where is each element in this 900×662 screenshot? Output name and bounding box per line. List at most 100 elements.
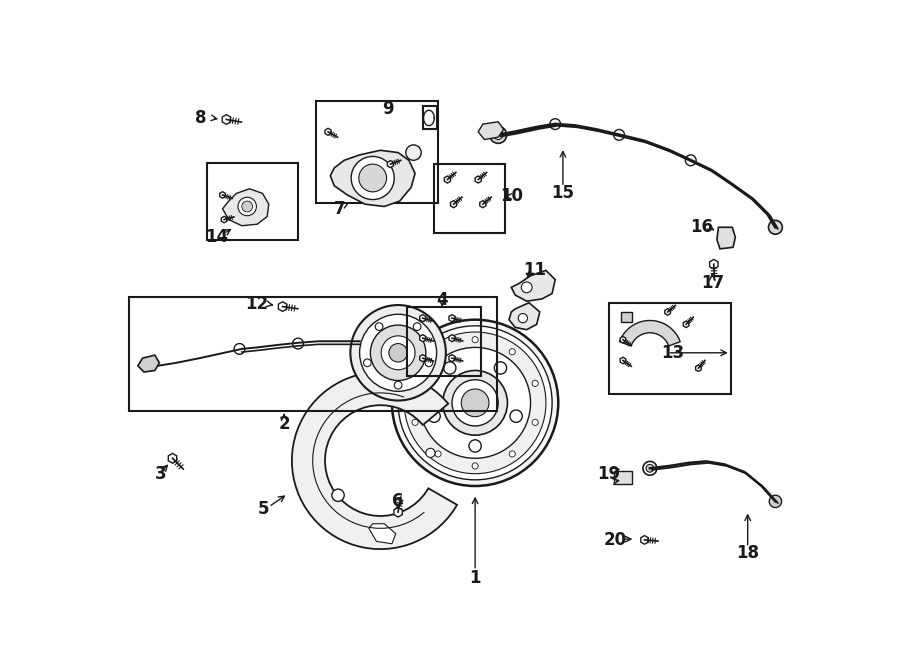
Circle shape xyxy=(404,332,546,474)
Circle shape xyxy=(435,349,441,355)
Circle shape xyxy=(646,465,653,472)
Circle shape xyxy=(350,305,446,401)
Polygon shape xyxy=(451,201,456,208)
Polygon shape xyxy=(475,176,482,183)
Text: 4: 4 xyxy=(436,291,448,309)
Polygon shape xyxy=(619,320,680,346)
Polygon shape xyxy=(509,303,540,330)
Text: 9: 9 xyxy=(382,100,394,118)
Circle shape xyxy=(443,371,508,435)
Polygon shape xyxy=(621,312,632,322)
Text: 20: 20 xyxy=(604,531,626,549)
Bar xyxy=(423,107,436,130)
Polygon shape xyxy=(220,192,225,198)
Circle shape xyxy=(332,489,344,501)
Polygon shape xyxy=(683,321,688,328)
Polygon shape xyxy=(709,260,718,269)
Circle shape xyxy=(419,348,530,458)
Circle shape xyxy=(413,323,421,330)
Polygon shape xyxy=(394,507,402,517)
Circle shape xyxy=(532,380,538,387)
Circle shape xyxy=(510,410,522,422)
Polygon shape xyxy=(138,355,159,372)
Circle shape xyxy=(412,380,418,387)
Text: 5: 5 xyxy=(257,500,269,518)
Polygon shape xyxy=(449,335,455,342)
Circle shape xyxy=(428,410,440,422)
Text: 8: 8 xyxy=(195,109,207,127)
Polygon shape xyxy=(222,189,269,226)
Polygon shape xyxy=(419,355,426,361)
Polygon shape xyxy=(387,161,393,167)
Bar xyxy=(408,307,481,376)
Text: 3: 3 xyxy=(155,465,166,483)
Polygon shape xyxy=(445,176,450,183)
Polygon shape xyxy=(221,216,227,223)
Circle shape xyxy=(392,320,558,486)
Circle shape xyxy=(770,495,781,508)
Polygon shape xyxy=(168,453,176,463)
Polygon shape xyxy=(419,335,426,342)
Circle shape xyxy=(371,325,426,381)
Circle shape xyxy=(494,362,507,374)
Polygon shape xyxy=(325,128,331,135)
Polygon shape xyxy=(620,357,625,363)
Circle shape xyxy=(469,440,482,452)
Text: 12: 12 xyxy=(246,295,269,313)
Polygon shape xyxy=(717,227,735,249)
Circle shape xyxy=(394,381,402,389)
Circle shape xyxy=(444,362,456,374)
Text: 17: 17 xyxy=(701,275,724,293)
Circle shape xyxy=(722,234,729,242)
Text: 14: 14 xyxy=(205,228,229,246)
Circle shape xyxy=(490,126,507,144)
Text: 13: 13 xyxy=(662,344,685,362)
Circle shape xyxy=(426,448,435,457)
Polygon shape xyxy=(419,314,426,322)
Circle shape xyxy=(360,314,436,391)
Text: 11: 11 xyxy=(523,261,546,279)
Circle shape xyxy=(359,164,387,192)
Circle shape xyxy=(351,156,394,199)
Circle shape xyxy=(461,389,489,416)
Bar xyxy=(129,297,497,410)
Circle shape xyxy=(509,349,516,355)
Polygon shape xyxy=(696,365,701,371)
Polygon shape xyxy=(511,270,555,301)
Polygon shape xyxy=(449,314,455,322)
Circle shape xyxy=(472,463,478,469)
Text: 7: 7 xyxy=(334,200,346,218)
Polygon shape xyxy=(292,372,457,549)
Polygon shape xyxy=(620,336,625,343)
Circle shape xyxy=(614,130,625,140)
Circle shape xyxy=(685,155,696,166)
Polygon shape xyxy=(641,536,648,544)
Circle shape xyxy=(452,380,499,426)
Text: 16: 16 xyxy=(690,218,713,236)
Circle shape xyxy=(643,461,657,475)
Polygon shape xyxy=(665,308,670,315)
Text: 6: 6 xyxy=(392,493,404,510)
Circle shape xyxy=(521,282,532,293)
Circle shape xyxy=(509,451,516,457)
Bar xyxy=(317,101,438,203)
Text: 10: 10 xyxy=(500,187,523,205)
Polygon shape xyxy=(222,115,230,124)
Polygon shape xyxy=(449,355,455,361)
Circle shape xyxy=(472,336,478,343)
Polygon shape xyxy=(330,150,415,207)
Circle shape xyxy=(242,201,253,212)
Circle shape xyxy=(382,336,415,370)
Text: 18: 18 xyxy=(736,544,760,562)
Circle shape xyxy=(412,419,418,426)
Circle shape xyxy=(389,344,408,362)
Bar xyxy=(207,163,298,240)
Circle shape xyxy=(238,197,256,216)
Circle shape xyxy=(406,145,421,160)
Circle shape xyxy=(398,326,552,480)
Text: 19: 19 xyxy=(598,465,621,483)
Polygon shape xyxy=(278,302,287,311)
Circle shape xyxy=(375,323,383,330)
Circle shape xyxy=(364,359,371,367)
Polygon shape xyxy=(614,471,632,485)
